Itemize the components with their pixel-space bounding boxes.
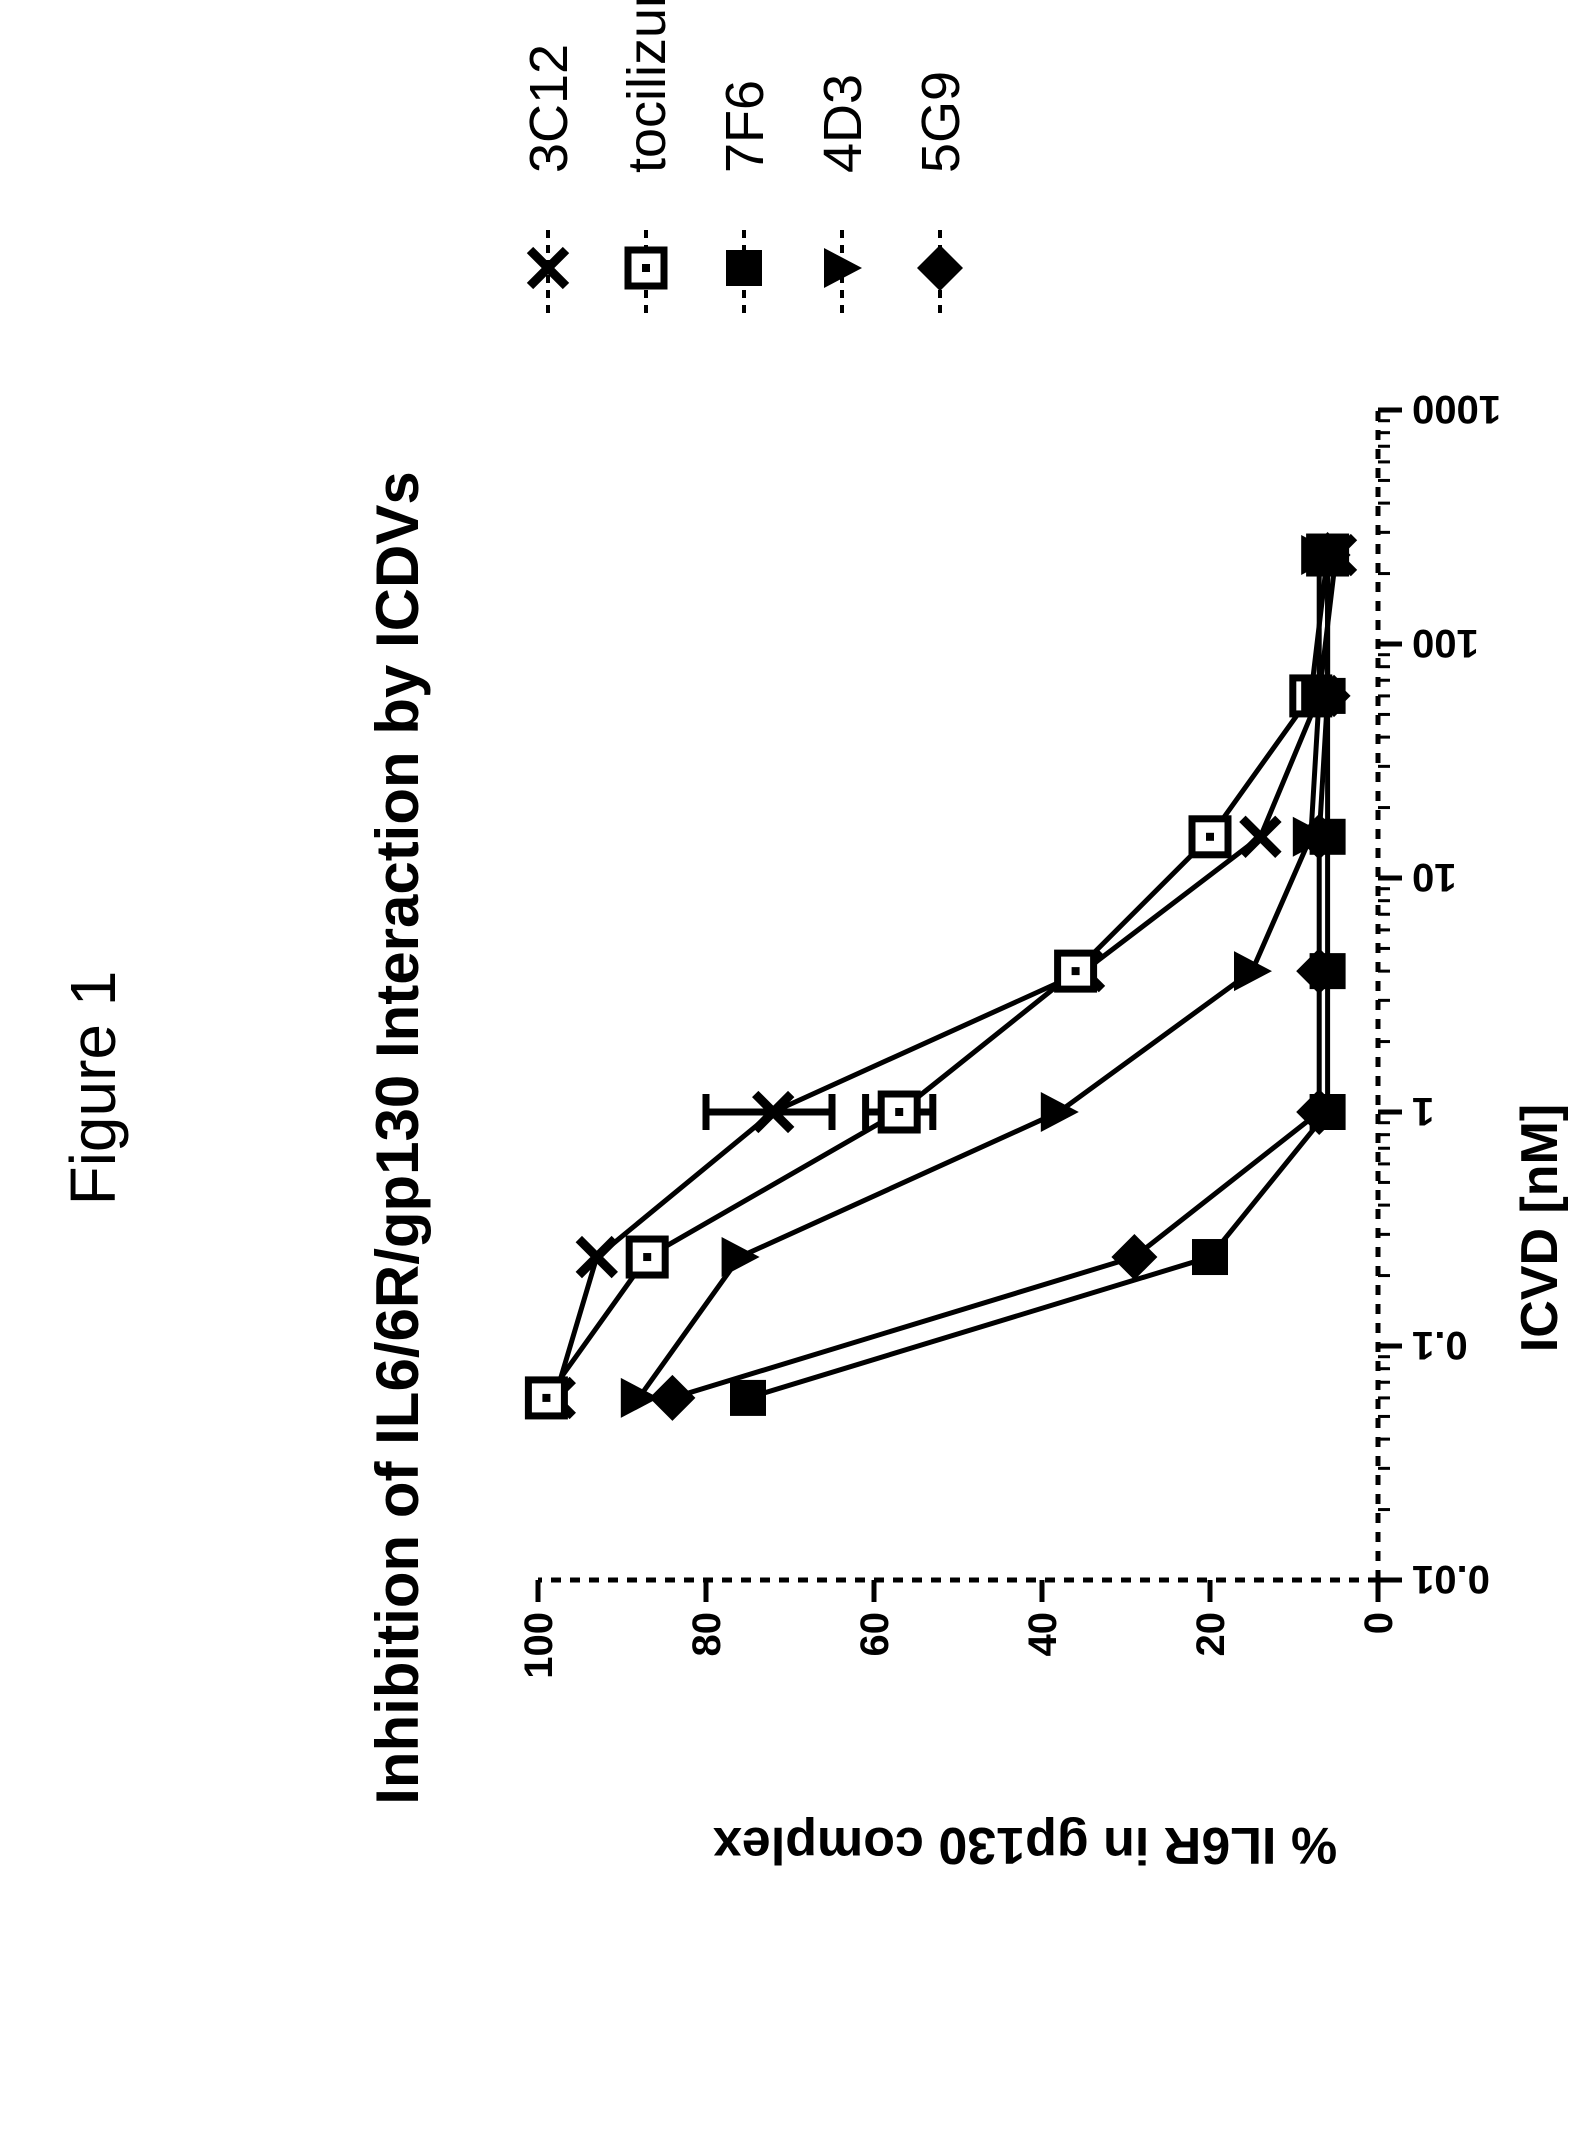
y-tick-label: 40 (1021, 1612, 1065, 1657)
y-tick-label: 60 (853, 1612, 897, 1657)
legend-marker-tocilizumab-dot (642, 264, 650, 272)
y-tick-label: 100 (517, 1612, 561, 1679)
legend-marker-3c12-stroke (526, 246, 570, 290)
x-tick-label: 1 (1412, 1089, 1434, 1133)
data-point-3c12 (1239, 815, 1282, 858)
x-tick-label: 1000 (1412, 387, 1501, 431)
data-point-tocilizumab-dot (1071, 967, 1080, 976)
legend-marker-tocilizumab (624, 246, 668, 290)
data-point-3c12 (575, 1235, 618, 1279)
data-point-7f6 (1192, 1239, 1228, 1276)
legend-item-tocilizumab: tocilizumab (617, 0, 677, 313)
legend-item-7f6: 7F6 (715, 80, 775, 313)
legend-marker-7f6 (726, 250, 762, 286)
legend-item-5g9: 5G9 (911, 71, 971, 313)
data-point-4d3 (620, 1377, 659, 1418)
x-axis-label: ICVD [nM] (1511, 1104, 1569, 1352)
data-point-5g9 (649, 1374, 696, 1421)
data-point-4d3 (721, 1237, 760, 1278)
data-point-3c12-stroke (752, 1090, 795, 1134)
y-tick-label: 0 (1357, 1612, 1401, 1634)
data-point-4d3 (1040, 1092, 1079, 1132)
y-axis-label: % IL6R in gp130 complex (713, 1816, 1337, 1874)
data-point-7f6 (730, 1379, 766, 1416)
data-point-3c12-stroke (1239, 815, 1282, 858)
x-tick-label: 0.01 (1412, 1557, 1490, 1601)
y-tick-label: 20 (1189, 1612, 1233, 1657)
plot-area: 0 20 40 60 80 100 0.01 0.1 1 10 100 1000 (517, 387, 1501, 1679)
legend-label-7f6: 7F6 (715, 80, 775, 173)
chart-title: Inhibition of IL6/6R/gp130 Interaction b… (364, 471, 431, 1804)
data-point-5g9 (1296, 1089, 1343, 1135)
data-point-3c12-stroke (575, 1235, 618, 1279)
data-point-tocilizumab (877, 1090, 921, 1134)
data-point-3c12 (752, 1090, 795, 1134)
x-tick-label: 10 (1412, 855, 1457, 899)
data-point-tocilizumab (1054, 949, 1098, 993)
legend-marker-4d3 (824, 248, 862, 288)
data-point-tocilizumab (524, 1376, 568, 1420)
legend-item-4d3: 4D3 (813, 74, 873, 313)
data-point-5g9 (1296, 948, 1343, 995)
x-tick-label: 0.1 (1412, 1323, 1468, 1367)
data-point-tocilizumab-dot (542, 1393, 551, 1402)
data-point-tocilizumab-dot (1206, 832, 1214, 841)
series-line-5g9 (671, 555, 1331, 1401)
data-point-5g9 (1296, 813, 1343, 860)
data-point-tocilizumab-dot (895, 1108, 904, 1116)
data-point-5g9 (1111, 1234, 1158, 1281)
legend: 3C12 tocilizumab 7F6 4D3 5G9 (519, 0, 971, 313)
figure-label: Figure 1 (57, 971, 129, 1206)
data-point-tocilizumab (1188, 815, 1232, 859)
legend-label-5g9: 5G9 (911, 71, 971, 173)
legend-label-tocilizumab: tocilizumab (617, 0, 677, 173)
data-point-4d3 (1234, 951, 1272, 992)
legend-item-3c12: 3C12 (519, 44, 579, 313)
x-tick-label: 100 (1412, 621, 1479, 665)
data-point-tocilizumab (625, 1235, 669, 1279)
legend-label-3c12: 3C12 (519, 44, 579, 173)
data-point-5g9 (1304, 532, 1351, 579)
legend-marker-3c12 (526, 246, 570, 290)
y-tick-label: 80 (685, 1612, 729, 1657)
data-point-5g9 (1304, 672, 1351, 719)
legend-marker-5g9 (917, 245, 963, 291)
legend-label-4d3: 4D3 (813, 74, 873, 173)
data-point-tocilizumab-dot (643, 1253, 652, 1262)
